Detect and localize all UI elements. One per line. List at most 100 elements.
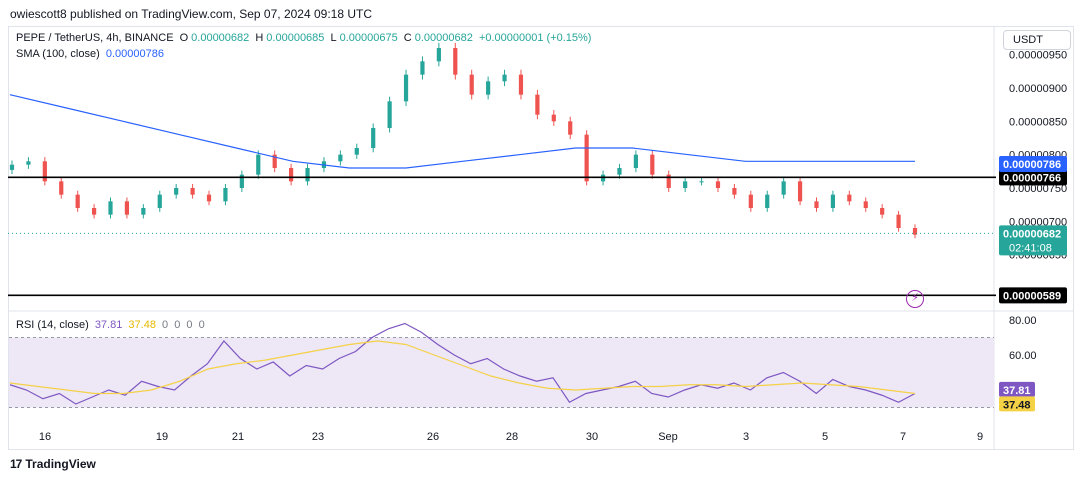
candle-33 xyxy=(551,110,556,126)
level-badge-label-1: 0.00000589 xyxy=(1003,290,1061,302)
candle-body-13 xyxy=(223,188,228,202)
candle-14 xyxy=(239,170,244,192)
candle-body-2 xyxy=(42,161,47,182)
candle-body-8 xyxy=(141,208,146,215)
candle-20 xyxy=(338,150,343,166)
candle-34 xyxy=(568,116,573,140)
x-tick-label-6: 30 xyxy=(586,431,598,443)
candle-41 xyxy=(683,177,688,192)
candle-body-31 xyxy=(518,74,524,95)
candle-13 xyxy=(223,184,228,206)
candle-43 xyxy=(715,177,721,192)
symbol-legend: PEPE / TetherUS, 4h, BINANCE O 0.00000682… xyxy=(16,32,594,44)
candle-body-18 xyxy=(305,168,310,182)
candle-5 xyxy=(91,204,97,219)
high-value: 0.00000685 xyxy=(266,32,325,44)
candle-body-9 xyxy=(157,194,162,208)
footer-brand[interactable]: 17 TradingView xyxy=(10,457,96,471)
rsi-badge xyxy=(999,381,1035,397)
x-tick-label-10: 7 xyxy=(900,431,906,443)
price-tick-label-0: 0.00000950 xyxy=(1009,50,1067,62)
candle-3 xyxy=(59,177,64,199)
low-value: 0.00000675 xyxy=(339,32,398,44)
open-value: 0.00000682 xyxy=(191,32,250,44)
candle-body-27 xyxy=(453,48,458,75)
rsi-zero-1: 0 xyxy=(162,319,169,331)
candle-body-22 xyxy=(371,128,376,148)
candle-body-55 xyxy=(912,228,918,235)
candle-15 xyxy=(256,150,261,179)
symbol-name[interactable]: PEPE / TetherUS, 4h, BINANCE xyxy=(16,32,174,44)
candle-body-44 xyxy=(732,188,737,195)
candle-body-17 xyxy=(289,168,294,182)
price-badge-label: 0.00000682 xyxy=(1003,228,1061,240)
rsi-zero-4: 0 xyxy=(198,319,205,331)
x-tick-label-4: 26 xyxy=(427,431,439,443)
candle-24 xyxy=(403,69,409,107)
candle-body-40 xyxy=(666,174,671,188)
candle-8 xyxy=(141,204,146,219)
close-value: 0.00000682 xyxy=(414,32,473,44)
rsi-legend: RSI (14, close) 37.81 37.48 0 0 0 0 xyxy=(16,319,208,331)
candle-16 xyxy=(272,150,277,173)
rsi-tick-label-0: 80.00 xyxy=(1009,315,1037,327)
candle-55 xyxy=(912,224,918,239)
lightning-icon[interactable]: ⚡ xyxy=(906,290,924,308)
candle-12 xyxy=(206,190,212,206)
sma-line xyxy=(9,94,915,169)
level-badge-1 xyxy=(999,287,1067,304)
candle-body-26 xyxy=(436,48,441,62)
candle-0 xyxy=(9,160,15,175)
x-tick-label-5: 28 xyxy=(506,431,518,443)
high-label: H xyxy=(255,32,264,44)
close-label: C xyxy=(403,32,412,44)
candle-body-51 xyxy=(847,194,852,202)
candle-body-49 xyxy=(814,201,819,208)
candle-body-12 xyxy=(206,194,212,202)
candle-49 xyxy=(814,197,819,212)
rsi-label[interactable]: RSI (14, close) xyxy=(16,319,89,331)
candle-46 xyxy=(765,190,770,212)
tradingview-logo-icon: 17 xyxy=(10,457,22,471)
candle-body-1 xyxy=(26,161,31,165)
sma-label[interactable]: SMA (100, close) xyxy=(16,48,100,60)
candle-26 xyxy=(436,42,441,67)
candle-body-3 xyxy=(59,181,64,195)
candle-body-4 xyxy=(75,194,80,208)
candle-45 xyxy=(748,190,753,212)
candle-body-30 xyxy=(502,74,507,82)
candle-body-39 xyxy=(650,154,655,175)
candle-body-6 xyxy=(108,201,113,215)
candle-body-16 xyxy=(272,154,277,168)
candle-body-48 xyxy=(797,181,803,202)
candle-body-46 xyxy=(765,194,770,208)
sma-legend: SMA (100, close) 0.00000786 xyxy=(16,48,167,60)
x-tick-label-9: 5 xyxy=(822,431,828,443)
candle-38 xyxy=(633,150,638,173)
brand-text: TradingView xyxy=(25,457,96,471)
open-label: O xyxy=(179,32,189,44)
candle-47 xyxy=(781,177,786,199)
price-countdown-label: 02:41:08 xyxy=(1009,242,1052,254)
candle-body-21 xyxy=(354,148,359,155)
rsi-badge-label: 37.81 xyxy=(1003,385,1031,397)
rsi-zero-3: 0 xyxy=(186,319,193,331)
candle-6 xyxy=(108,197,113,219)
candle-42 xyxy=(699,177,704,186)
candle-11 xyxy=(190,184,195,199)
candle-10 xyxy=(174,184,179,199)
x-tick-label-3: 23 xyxy=(312,431,324,443)
candle-body-15 xyxy=(256,154,261,175)
price-tick-label-2: 0.00000850 xyxy=(1009,116,1067,128)
candle-body-11 xyxy=(190,188,195,195)
candle-body-47 xyxy=(781,181,786,195)
candle-body-34 xyxy=(568,121,573,135)
x-tick-label-7: Sep xyxy=(658,431,678,443)
candle-53 xyxy=(880,204,885,219)
low-label: L xyxy=(330,32,337,44)
rsi-ma-badge xyxy=(999,396,1035,412)
level-badge-label-0: 0.00000766 xyxy=(1003,172,1061,184)
currency-button[interactable]: USDT xyxy=(1003,30,1071,50)
candle-30 xyxy=(502,69,507,87)
